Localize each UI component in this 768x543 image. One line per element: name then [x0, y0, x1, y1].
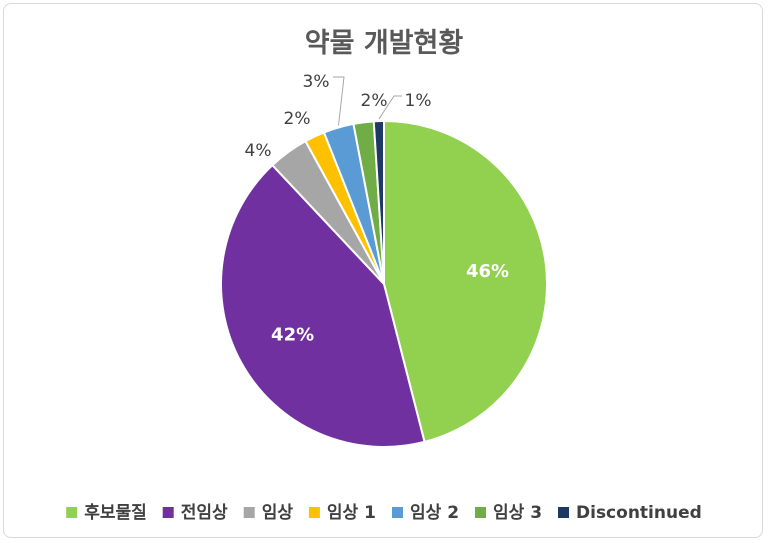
leader-lines	[333, 76, 402, 126]
legend-swatch-1	[66, 507, 78, 518]
legend: 후보물질 전임상 임상 임상 1 임상 2 임상 3 Discontinued	[66, 502, 702, 523]
legend-swatch-3	[243, 507, 255, 518]
data-label-7: 1%	[405, 91, 432, 111]
pie-slice-2	[220, 163, 426, 448]
data-label-3: 4%	[245, 141, 272, 161]
leader-line-7	[378, 95, 402, 120]
data-labels: 46% 42% 4% 2% 3% 2% 1%	[245, 72, 510, 345]
legend-swatch-2	[162, 507, 174, 518]
data-label-6: 2%	[361, 91, 388, 111]
data-label-5: 3%	[303, 72, 330, 92]
leader-line-5	[333, 76, 345, 126]
legend-swatch-4	[308, 507, 320, 518]
legend-label-5: 임상 2	[410, 502, 459, 523]
legend-label-2: 전임상	[181, 502, 228, 523]
data-label-2: 42%	[271, 324, 314, 345]
legend-label-6: 임상 3	[493, 502, 542, 523]
legend-swatch-7	[558, 507, 569, 518]
legend-label-3: 임상	[262, 502, 294, 523]
data-label-1: 46%	[466, 261, 509, 282]
pie-slice-7	[372, 119, 385, 285]
legend-swatch-6	[475, 507, 486, 518]
legend-label-7: Discontinued	[576, 503, 702, 523]
legend-swatch-5	[392, 507, 403, 518]
pie-slice-1	[383, 119, 548, 444]
pie-slices	[220, 119, 548, 448]
legend-label-4: 임상 1	[327, 502, 376, 523]
legend-label-1: 후보물질	[84, 502, 147, 523]
data-label-4: 2%	[284, 109, 311, 129]
chart-title: 약물 개발현황	[305, 28, 464, 59]
